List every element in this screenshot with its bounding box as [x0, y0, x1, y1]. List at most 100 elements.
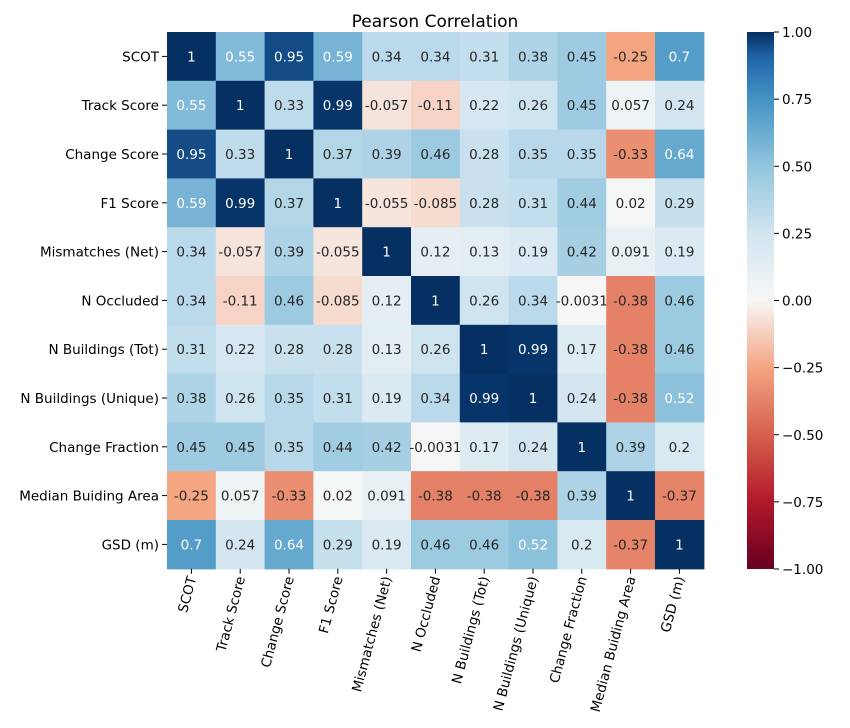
heatmap-cell: [362, 227, 412, 277]
cell-value-label: 0.44: [567, 196, 597, 212]
heatmap-cell: [459, 32, 510, 82]
colorbar-tick-label: −1.00: [782, 562, 823, 578]
heatmap-cell: [411, 80, 461, 131]
cell-value-label: 0.95: [176, 147, 206, 163]
heatmap-cell: [215, 520, 266, 570]
cell-value-label: 0.45: [567, 98, 597, 114]
cell-value-label: 0.52: [518, 537, 548, 553]
y-tick-label: Change Score: [65, 147, 159, 163]
cell-value-label: 0.95: [274, 49, 304, 65]
heatmap-cell: [508, 324, 558, 375]
cell-value-label: 0.19: [372, 391, 402, 407]
y-tick-label: Change Fraction: [49, 440, 159, 456]
heatmap-cell: [313, 471, 363, 521]
heatmap-cell: [362, 129, 412, 179]
heatmap-cell: [655, 373, 705, 423]
cell-value-label: 0.59: [323, 49, 353, 65]
heatmap-cell: [606, 227, 656, 277]
heatmap-cell: [606, 178, 656, 228]
cell-value-label: 0.37: [323, 147, 353, 163]
heatmap-cell: [557, 80, 607, 131]
heatmap-cell: [313, 520, 363, 570]
cell-value-label: 0.31: [518, 196, 548, 212]
cell-value-label: 0.26: [469, 293, 499, 309]
y-tick-label: Mismatches (Net): [40, 245, 159, 261]
heatmap-cell: [655, 471, 705, 521]
heatmap-cell: [557, 520, 607, 570]
heatmap-cell: [459, 80, 510, 131]
cell-value-label: 0.19: [664, 245, 694, 261]
cell-value-label: -0.38: [613, 342, 648, 358]
heatmap-cell: [459, 422, 510, 472]
cell-value-label: 0.46: [664, 293, 694, 309]
x-tick-label: F1 Score: [316, 575, 347, 636]
cell-value-label: 0.34: [176, 245, 206, 261]
heatmap-cell: [362, 471, 412, 521]
cell-value-label: -0.085: [316, 293, 360, 309]
cell-value-label: 1: [480, 342, 489, 358]
cell-value-label: 0.39: [274, 245, 304, 261]
heatmap-cell: [606, 520, 656, 570]
cell-value-label: 0.99: [469, 391, 499, 407]
heatmap-cell: [655, 520, 705, 570]
cell-value-label: 0.64: [274, 537, 304, 553]
heatmap-cell: [655, 32, 705, 82]
cell-value-label: 0.46: [420, 537, 450, 553]
cell-value-label: 0.12: [420, 245, 450, 261]
heatmap-cell: [215, 80, 266, 131]
heatmap-cell: [606, 276, 656, 326]
cell-value-label: 0.26: [420, 342, 450, 358]
cell-value-label: 0.17: [469, 440, 499, 456]
cell-value-label: 0.39: [567, 489, 597, 505]
cell-value-label: -0.38: [418, 489, 453, 505]
heatmap-cell: [508, 471, 558, 521]
cell-value-label: -0.055: [316, 245, 360, 261]
heatmap-cell: [508, 520, 558, 570]
heatmap-cell: [313, 32, 363, 82]
cell-value-label: 0.057: [221, 489, 260, 505]
heatmap-cell: [167, 178, 217, 228]
x-tick-label: N Buildings (Unique): [491, 575, 542, 713]
y-axis-tick-labels: SCOT Track Score Change Score F1 Score Misma…: [19, 49, 167, 553]
cell-value-label: 0.29: [323, 537, 353, 553]
cell-value-label: -0.11: [418, 98, 453, 114]
heatmap-cell: [215, 227, 266, 277]
cell-value-label: 0.39: [616, 440, 646, 456]
heatmap-cell: [411, 32, 461, 82]
cell-value-label: 0.42: [567, 245, 597, 261]
cell-value-label: 0.7: [669, 49, 690, 65]
cell-value-label: 0.17: [567, 342, 597, 358]
heatmap-cell: [459, 276, 510, 326]
heatmap-cell: [411, 227, 461, 277]
y-tick-label: SCOT: [122, 49, 160, 65]
y-tick-label: N Occluded: [81, 293, 159, 309]
cell-value-label: 0.39: [372, 147, 402, 163]
heatmap-cell: [264, 276, 314, 326]
cell-value-label: -0.33: [613, 147, 648, 163]
heatmap-cell: [606, 422, 656, 472]
heatmap-cell: [606, 471, 656, 521]
cell-value-label: 0.34: [372, 49, 402, 65]
heatmap-cell: [362, 324, 412, 375]
heatmap-cell: [264, 471, 314, 521]
cell-value-label: 0.19: [372, 537, 402, 553]
cell-value-label: 0.02: [323, 489, 353, 505]
y-tick-label: N Buildings (Tot): [48, 342, 159, 358]
heatmap-cell: [313, 227, 363, 277]
heatmap-cell: [411, 373, 461, 423]
cell-value-label: 0.99: [323, 98, 353, 114]
heatmap-cell: [557, 276, 607, 326]
heatmap-cell: [362, 80, 412, 131]
x-tick-label: Median Buiding Area: [588, 575, 640, 714]
cell-value-label: 0.26: [518, 98, 548, 114]
cell-value-label: -0.11: [223, 293, 258, 309]
heatmap-cell: [411, 129, 461, 179]
cell-value-label: 0.31: [469, 49, 499, 65]
cell-value-label: 0.35: [274, 440, 304, 456]
cell-value-label: 0.091: [367, 489, 406, 505]
heatmap-cell: [215, 471, 266, 521]
cell-value-label: 0.12: [372, 293, 402, 309]
heatmap-cell: [655, 80, 705, 131]
heatmap-cell: [215, 373, 266, 423]
cell-value-label: -0.37: [662, 489, 697, 505]
